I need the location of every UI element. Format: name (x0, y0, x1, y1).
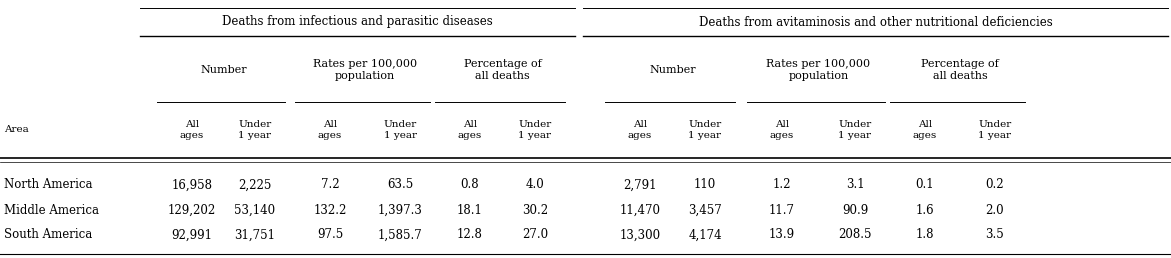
Text: 3.5: 3.5 (986, 229, 1005, 241)
Text: Under
1 year: Under 1 year (239, 120, 272, 140)
Text: 0.8: 0.8 (460, 179, 479, 191)
Text: 30.2: 30.2 (522, 204, 548, 216)
Text: 13,300: 13,300 (619, 229, 660, 241)
Text: 3,457: 3,457 (689, 204, 721, 216)
Text: Deaths from avitaminosis and other nutritional deficiencies: Deaths from avitaminosis and other nutri… (699, 15, 1053, 28)
Text: 110: 110 (694, 179, 717, 191)
Text: Under
1 year: Under 1 year (838, 120, 871, 140)
Text: 12.8: 12.8 (457, 229, 482, 241)
Text: 97.5: 97.5 (317, 229, 343, 241)
Text: 2.0: 2.0 (986, 204, 1005, 216)
Text: South America: South America (4, 229, 93, 241)
Text: 16,958: 16,958 (171, 179, 212, 191)
Text: Number: Number (649, 65, 696, 75)
Text: 92,991: 92,991 (171, 229, 212, 241)
Text: Rates per 100,000
population: Rates per 100,000 population (313, 59, 417, 81)
Text: 0.1: 0.1 (916, 179, 934, 191)
Text: Number: Number (200, 65, 247, 75)
Text: 31,751: 31,751 (234, 229, 275, 241)
Text: 4,174: 4,174 (689, 229, 721, 241)
Text: Percentage of
all deaths: Percentage of all deaths (464, 59, 541, 81)
Text: 18.1: 18.1 (457, 204, 482, 216)
Text: Under
1 year: Under 1 year (689, 120, 721, 140)
Text: All
ages: All ages (628, 120, 652, 140)
Text: All
ages: All ages (913, 120, 937, 140)
Text: North America: North America (4, 179, 93, 191)
Text: 1.8: 1.8 (916, 229, 934, 241)
Text: Rates per 100,000
population: Rates per 100,000 population (767, 59, 870, 81)
Text: Middle America: Middle America (4, 204, 100, 216)
Text: Under
1 year: Under 1 year (979, 120, 1012, 140)
Text: 208.5: 208.5 (838, 229, 871, 241)
Text: 129,202: 129,202 (167, 204, 217, 216)
Text: 1.6: 1.6 (916, 204, 934, 216)
Text: All
ages: All ages (317, 120, 342, 140)
Text: All
ages: All ages (458, 120, 482, 140)
Text: 11.7: 11.7 (769, 204, 795, 216)
Text: Area: Area (4, 125, 29, 134)
Text: 11,470: 11,470 (619, 204, 660, 216)
Text: 3.1: 3.1 (845, 179, 864, 191)
Text: All
ages: All ages (769, 120, 794, 140)
Text: Percentage of
all deaths: Percentage of all deaths (922, 59, 999, 81)
Text: 1.2: 1.2 (773, 179, 792, 191)
Text: 2,225: 2,225 (239, 179, 272, 191)
Text: 53,140: 53,140 (234, 204, 275, 216)
Text: 1,585.7: 1,585.7 (377, 229, 423, 241)
Text: 2,791: 2,791 (623, 179, 657, 191)
Text: All
ages: All ages (180, 120, 204, 140)
Text: 7.2: 7.2 (321, 179, 340, 191)
Text: 27.0: 27.0 (522, 229, 548, 241)
Text: 4.0: 4.0 (526, 179, 545, 191)
Text: 90.9: 90.9 (842, 204, 868, 216)
Text: Under
1 year: Under 1 year (519, 120, 552, 140)
Text: 13.9: 13.9 (769, 229, 795, 241)
Text: Under
1 year: Under 1 year (383, 120, 417, 140)
Text: 1,397.3: 1,397.3 (377, 204, 423, 216)
Text: 63.5: 63.5 (386, 179, 413, 191)
Text: 0.2: 0.2 (986, 179, 1005, 191)
Text: Deaths from infectious and parasitic diseases: Deaths from infectious and parasitic dis… (222, 15, 493, 28)
Text: 132.2: 132.2 (314, 204, 347, 216)
